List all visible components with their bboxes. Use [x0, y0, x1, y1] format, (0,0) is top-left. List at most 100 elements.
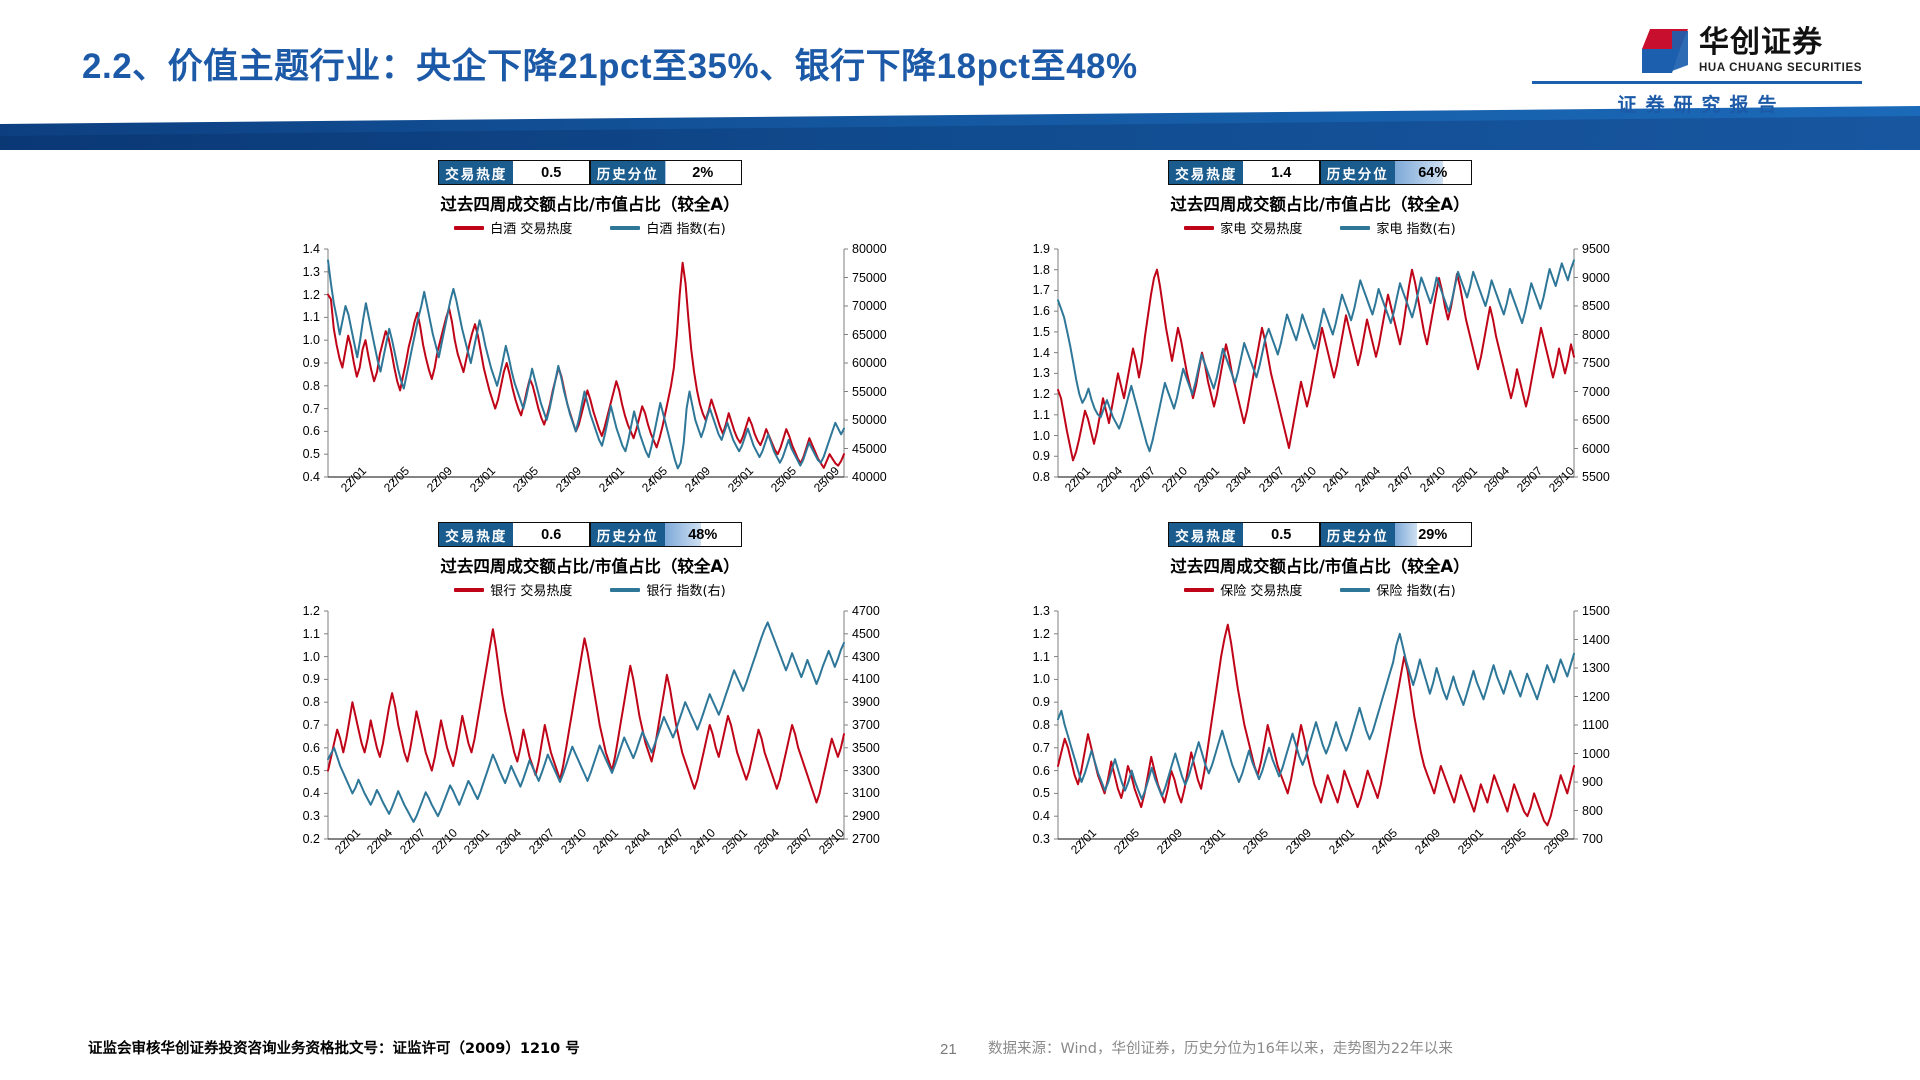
y2-axis-tick-label: 3700	[852, 718, 880, 732]
legend-item: 白酒 交易热度	[454, 218, 572, 237]
y-axis-tick-label: 1.2	[302, 604, 320, 618]
y2-axis-tick-label: 4100	[852, 672, 880, 687]
legend-item: 家电 交易热度	[1184, 218, 1302, 237]
y-axis-tick-label: 0.6	[302, 424, 320, 439]
plot-area: 0.2 0.3 0.4 0.5 0.6 0.7 0.8 0.9 1.0 1.1 1.2 2700 290…	[270, 601, 910, 873]
y2-axis-tick-label: 800	[1582, 803, 1603, 818]
y-axis-tick-label: 1.3	[1032, 604, 1050, 618]
y2-axis-tick-label: 6500	[1582, 413, 1610, 427]
y2-axis-tick-label: 3100	[852, 786, 880, 801]
percentile-value: 48%	[664, 523, 741, 546]
y-axis-tick-label: 0.8	[302, 378, 320, 393]
y-axis-tick-label: 1.7	[1032, 283, 1050, 298]
metric-badges: 交易热度 0.5 历史分位 2%	[438, 160, 742, 185]
y-axis-tick-label: 0.5	[1032, 786, 1050, 801]
y-axis-tick-label: 1.4	[302, 242, 320, 256]
y2-axis-tick-label: 1200	[1582, 689, 1610, 704]
y-axis-tick-label: 1.1	[1032, 407, 1050, 422]
y-axis-tick-label: 1.1	[302, 626, 320, 641]
y2-axis-tick-label: 9000	[1582, 270, 1610, 285]
y-axis-tick-label: 0.8	[1032, 718, 1050, 732]
legend-swatch	[454, 587, 485, 592]
y-axis-tick-label: 0.5	[302, 763, 320, 778]
y2-axis-tick-label: 1300	[1582, 661, 1610, 675]
y2-axis-tick-label: 80000	[852, 242, 887, 256]
chart-cell-baoxian: 交易热度 0.5 历史分位 29% 过去四周成交额占比/市值占比（较全A） 保险 交易热度…	[1000, 522, 1640, 922]
chart-legend: 保险 交易热度 保险 指数(右)	[1000, 580, 1640, 599]
y-axis-tick-label: 1.1	[1032, 649, 1050, 664]
legend-swatch	[454, 225, 485, 230]
plot-area: 0.3 0.4 0.5 0.6 0.7 0.8 0.9 1.0 1.1 1.2 1.3 700 800 9…	[1000, 601, 1640, 873]
y2-axis-tick-label: 3500	[852, 740, 880, 755]
legend-label: 银行 交易热度	[490, 584, 573, 599]
heat-label: 交易热度	[439, 161, 514, 184]
badge-row-jiadian: 交易热度 1.4 历史分位 64%	[1000, 160, 1640, 185]
y2-axis-tick-label: 8500	[1582, 299, 1610, 313]
chart-legend: 白酒 交易热度 白酒 指数(右)	[270, 218, 910, 237]
metric-badges: 交易热度 0.6 历史分位 48%	[438, 522, 742, 547]
legend-item: 银行 交易热度	[454, 580, 572, 599]
y2-axis-tick-label: 1500	[1582, 604, 1610, 618]
logo-subtitle: 证券研究报告	[1617, 93, 1786, 116]
y-axis-tick-label: 0.5	[302, 447, 320, 462]
y-axis-tick-label: 0.4	[302, 470, 320, 484]
plot-area: 0.4 0.5 0.6 0.7 0.8 0.9 1.0 1.1 1.2 1.3 1.4 40000 45…	[270, 239, 910, 511]
y-axis-tick-label: 1.8	[1032, 262, 1050, 277]
y2-axis-tick-label: 55000	[852, 384, 887, 399]
y2-axis-tick-label: 65000	[852, 327, 887, 342]
y-axis-tick-label: 1.6	[1032, 304, 1050, 319]
y2-axis-tick-label: 900	[1582, 775, 1603, 789]
chart-legend: 家电 交易热度 家电 指数(右)	[1000, 218, 1640, 237]
y-axis-tick-label: 1.2	[1032, 387, 1050, 402]
legend-label: 白酒 交易热度	[490, 222, 573, 237]
chart-title: 过去四周成交额占比/市值占比（较全A）	[1170, 557, 1470, 576]
y-axis-tick-label: 0.9	[302, 672, 320, 687]
heat-value: 1.4	[1243, 161, 1320, 184]
logo-name-cn: 华创证券	[1699, 25, 1824, 60]
y-axis-tick-label: 1.0	[302, 333, 320, 348]
legend-label: 银行 指数(右)	[646, 584, 726, 599]
percentile-label: 历史分位	[1320, 523, 1395, 546]
y2-axis-tick-label: 3300	[852, 763, 880, 778]
y-axis-tick-label: 0.8	[1032, 470, 1050, 484]
legend-item: 白酒 指数(右)	[610, 218, 726, 237]
legend-item: 保险 交易热度	[1184, 580, 1302, 599]
y2-axis-tick-label: 8000	[1582, 327, 1610, 342]
slide-footer: 证监会审核华创证券投资咨询业务资格批文号：证监许可（2009）1210 号 21…	[0, 1020, 1920, 1080]
y-axis-tick-label: 0.9	[1032, 449, 1050, 464]
percentile-label: 历史分位	[590, 523, 665, 546]
heat-label: 交易热度	[1169, 523, 1244, 546]
plot-area: 0.8 0.9 1.0 1.1 1.2 1.3 1.4 1.5 1.6 1.7 1.8 1.9 5500…	[1000, 239, 1640, 511]
y2-axis-tick-label: 75000	[852, 270, 887, 285]
y-axis-tick-label: 1.2	[1032, 626, 1050, 641]
legend-item: 家电 指数(右)	[1340, 218, 1456, 237]
y-axis-tick-label: 1.1	[302, 310, 320, 325]
percentile-value: 29%	[1394, 523, 1471, 546]
y2-axis-tick-label: 70000	[852, 299, 887, 313]
y2-axis-tick-label: 1000	[1582, 746, 1610, 761]
y2-axis-tick-label: 2900	[852, 809, 880, 824]
y2-axis-tick-label: 4500	[852, 626, 880, 641]
legend-swatch	[1184, 225, 1215, 230]
heat-value: 0.5	[513, 161, 590, 184]
legend-label: 保险 指数(右)	[1376, 584, 1456, 599]
y2-axis-tick-label: 4300	[852, 649, 880, 664]
y-axis-tick-label: 0.6	[1032, 763, 1050, 778]
y2-axis-tick-label: 6000	[1582, 441, 1610, 456]
chart-legend: 银行 交易热度 银行 指数(右)	[270, 580, 910, 599]
y-axis-tick-label: 1.4	[1032, 345, 1050, 360]
y-axis-tick-label: 1.2	[302, 287, 320, 302]
y2-axis-tick-label: 700	[1582, 832, 1603, 846]
y2-axis-tick-label: 9500	[1582, 242, 1610, 256]
chart-grid: 交易热度 0.5 历史分位 2% 过去四周成交额占比/市值占比（较全A） 白酒 交易热度白…	[0, 150, 1920, 1020]
y-axis-tick-label: 1.3	[302, 264, 320, 279]
y-axis-tick-label: 1.0	[302, 649, 320, 664]
percentile-value: 2%	[664, 161, 741, 184]
chart-title: 过去四周成交额占比/市值占比（较全A）	[1170, 195, 1470, 214]
y-axis-tick-label: 0.9	[1032, 695, 1050, 710]
legend-swatch	[1184, 587, 1215, 592]
legend-label: 保险 交易热度	[1220, 584, 1303, 599]
y2-axis-tick-label: 7500	[1582, 356, 1610, 370]
page-number: 21	[940, 1041, 957, 1058]
legend-label: 家电 指数(右)	[1376, 222, 1456, 237]
